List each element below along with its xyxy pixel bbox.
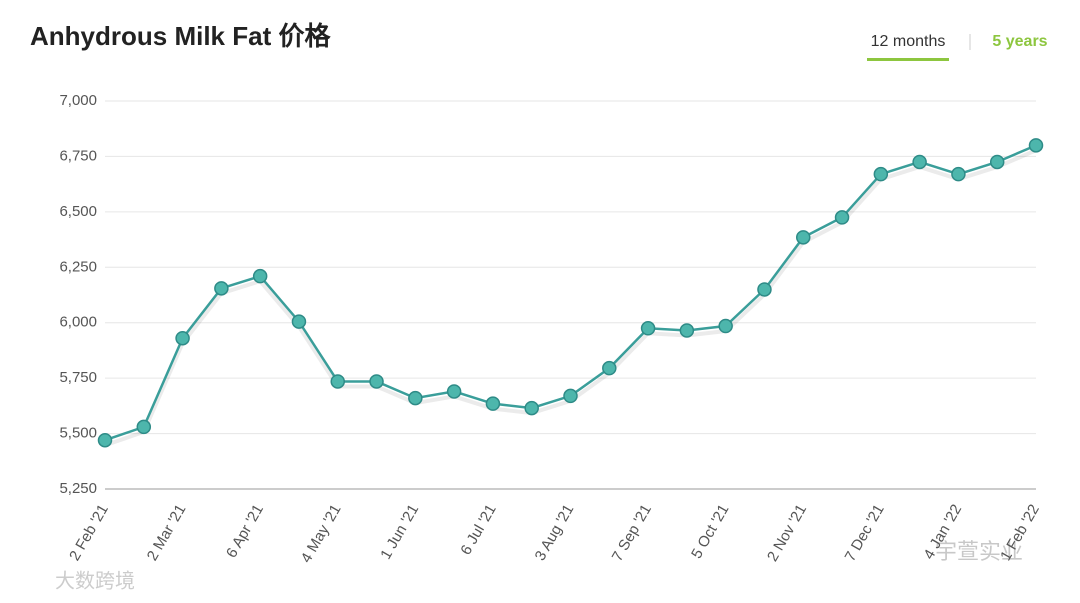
point xyxy=(369,374,384,389)
x-tick-label: 7 Dec '21 xyxy=(842,501,888,564)
x-tick-label: 6 Jul '21 xyxy=(457,501,499,557)
y-tick-label: 6,500 xyxy=(59,203,97,220)
point xyxy=(97,432,113,448)
y-tick-label: 5,250 xyxy=(59,480,97,497)
point xyxy=(214,281,229,296)
point xyxy=(602,360,617,376)
point xyxy=(291,314,307,329)
point xyxy=(175,330,190,346)
point xyxy=(330,374,345,389)
point xyxy=(912,154,927,170)
point xyxy=(718,318,733,334)
y-tick-label: 6,000 xyxy=(59,314,97,331)
y-tick-label: 5,500 xyxy=(59,425,97,442)
x-tick-label: 2 Feb '21 xyxy=(66,501,112,563)
point xyxy=(446,384,462,399)
point xyxy=(252,268,268,284)
point xyxy=(485,396,501,411)
point xyxy=(524,400,539,416)
point xyxy=(989,154,1005,170)
point xyxy=(834,210,850,225)
x-tick-label: 2 Mar '21 xyxy=(144,501,190,563)
watermark: 宇萱实业 xyxy=(935,539,1023,564)
tab-5-years[interactable]: 5 years xyxy=(992,33,1047,50)
y-tick-label: 6,250 xyxy=(59,258,97,275)
y-tick-label: 6,750 xyxy=(59,147,97,164)
point xyxy=(1028,138,1044,153)
x-tick-label: 6 Apr '21 xyxy=(223,501,267,560)
tab-underline xyxy=(867,58,949,61)
x-tick-label: 3 Aug '21 xyxy=(532,501,578,563)
point xyxy=(640,321,656,336)
point xyxy=(757,282,772,297)
x-tick-label: 7 Sep '21 xyxy=(609,501,655,564)
point xyxy=(136,419,152,435)
point xyxy=(873,166,889,182)
y-tick-label: 7,000 xyxy=(59,92,97,109)
watermark: 大数跨境 xyxy=(55,569,135,592)
point xyxy=(951,166,966,182)
point xyxy=(408,390,423,406)
point xyxy=(679,323,695,338)
x-tick-label: 5 Oct '21 xyxy=(688,501,733,561)
x-tick-label: 1 Jun '21 xyxy=(377,501,422,562)
x-tick-label: 4 May '21 xyxy=(298,501,345,565)
chart-title: Anhydrous Milk Fat 价格 xyxy=(30,21,331,51)
point xyxy=(796,230,811,245)
point xyxy=(563,388,578,404)
x-tick-label: 2 Nov '21 xyxy=(764,501,810,564)
tab-12-months[interactable]: 12 months xyxy=(871,33,946,50)
y-tick-label: 5,750 xyxy=(59,369,97,386)
